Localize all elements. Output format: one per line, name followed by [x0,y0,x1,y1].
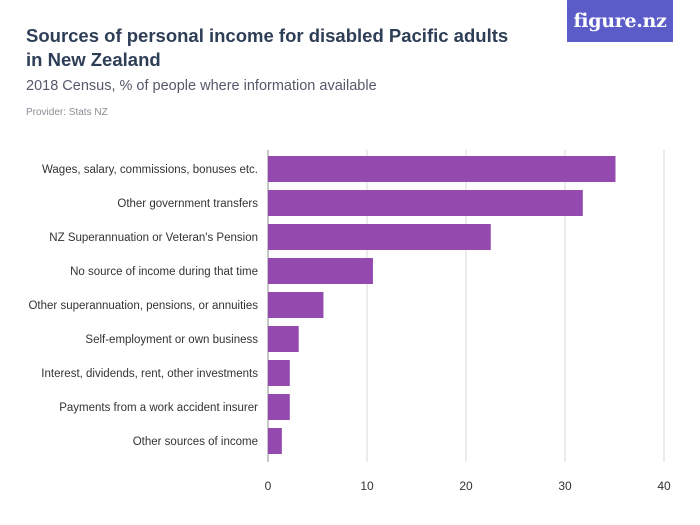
x-tick-label: 40 [657,479,671,493]
bar[interactable] [268,360,290,386]
x-axis-ticks: 0 10 20 30 40 [265,479,671,493]
x-tick-label: 0 [265,479,272,493]
bar[interactable] [268,156,616,182]
category-label: Payments from a work accident insurer [59,402,258,414]
category-labels: Wages, salary, commissions, bonuses etc.… [28,164,258,448]
chart-title: Sources of personal income for disabled … [26,25,509,70]
bar[interactable] [268,224,491,250]
category-label: NZ Superannuation or Veteran's Pension [49,232,258,244]
category-label: Other government transfers [117,198,258,210]
provider-note: Provider: Stats NZ [26,107,108,118]
bar[interactable] [268,190,583,216]
bars [268,156,616,454]
bar[interactable] [268,326,299,352]
chart-subtitle: 2018 Census, % of people where informati… [26,78,377,94]
x-tick-label: 30 [558,479,572,493]
category-label: Wages, salary, commissions, bonuses etc. [42,164,258,176]
category-label: No source of income during that time [70,266,258,278]
category-label: Interest, dividends, rent, other investm… [41,368,258,380]
bar[interactable] [268,292,324,318]
category-label: Self-employment or own business [85,334,258,346]
category-label: Other superannuation, pensions, or annui… [28,300,258,312]
bar[interactable] [268,394,290,420]
category-label: Other sources of income [133,436,258,448]
x-tick-label: 10 [360,479,374,493]
bar[interactable] [268,258,373,284]
figure-nz-logo[interactable]: figure.nz [567,0,673,42]
bar[interactable] [268,428,282,454]
x-tick-label: 20 [459,479,473,493]
